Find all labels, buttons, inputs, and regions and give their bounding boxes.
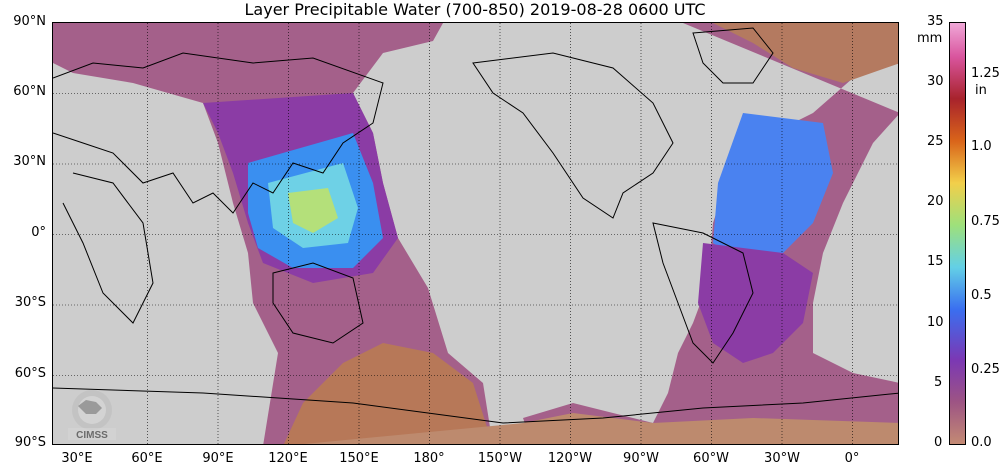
pw-field-west (53, 23, 493, 444)
map-panel[interactable] (52, 22, 899, 445)
lon-label-30w: 30°W (764, 451, 800, 466)
lat-label-60s: 60°S (14, 366, 46, 381)
lon-label-90w: 90°W (623, 451, 659, 466)
map-graphic (53, 23, 898, 444)
cimss-logo-text: CIMSS (76, 430, 108, 441)
colorbar-mm-tick-5: 5 (934, 375, 943, 390)
coastlines (53, 27, 898, 424)
colorbar-mm-tick-20: 20 (927, 194, 944, 209)
colorbar-in-tick-0-25: 0.25 (971, 362, 1000, 377)
cimss-logo: CIMSS (56, 388, 128, 442)
lat-label-60n: 60°N (13, 84, 46, 99)
lat-label-90s: 90°S (14, 435, 46, 450)
pw-field-east (303, 23, 898, 444)
graticule (53, 23, 898, 444)
colorbar-in-tick-0-5: 0.5 (971, 288, 992, 303)
map-title: Layer Precipitable Water (700-850) 2019-… (244, 0, 706, 19)
colorbar-in-tick-0-75: 0.75 (971, 214, 1000, 229)
lon-label-90e: 90°E (202, 451, 234, 466)
lon-label-60w: 60°W (693, 451, 729, 466)
cimss-logo-icon: CIMSS (68, 390, 116, 441)
colorbar-in-tick-0-0: 0.0 (971, 435, 992, 450)
colorbar-mm-tick-30: 30 (927, 74, 944, 89)
colorbar-mm-unit: mm (917, 31, 943, 46)
lon-label-180: 180° (413, 451, 445, 466)
lat-label-90n: 90°N (13, 14, 46, 29)
colorbar-in-tick-1-25: 1.25 (971, 66, 1000, 81)
colorbar-mm-tick-10: 10 (927, 315, 944, 330)
lon-label-150w: 150°W (477, 451, 523, 466)
colorbar-gradient (950, 23, 965, 444)
colorbar-mm-tick-35: 35 (927, 14, 944, 29)
lat-label-30n: 30°N (13, 154, 46, 169)
colorbar-in-tick-1-0: 1.0 (971, 139, 992, 154)
lon-label-120e: 120°E (268, 451, 308, 466)
lon-label-150e: 150°E (339, 451, 379, 466)
colorbar-mm-tick-15: 15 (927, 254, 944, 269)
lon-label-30e: 30°E (61, 451, 93, 466)
lat-label-30s: 30°S (14, 295, 46, 310)
colorbar-mm-tick-0: 0 (934, 435, 943, 450)
lat-label-0: 0° (31, 225, 46, 240)
lon-label-120w: 120°W (547, 451, 593, 466)
lon-label-60e: 60°E (131, 451, 163, 466)
colorbar (949, 22, 966, 445)
lon-label-0: 0° (844, 451, 860, 466)
colorbar-in-unit: in (975, 83, 987, 98)
colorbar-mm-tick-25: 25 (927, 134, 944, 149)
